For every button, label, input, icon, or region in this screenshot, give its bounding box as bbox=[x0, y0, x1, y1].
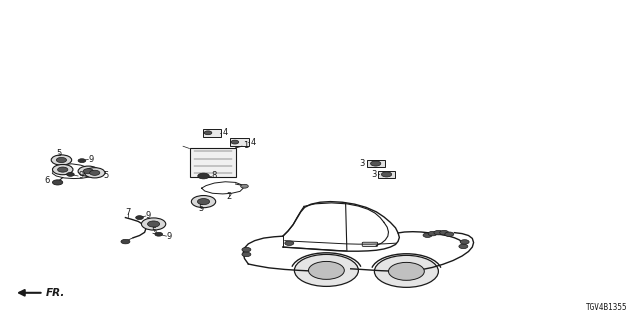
FancyBboxPatch shape bbox=[203, 129, 221, 137]
Circle shape bbox=[78, 159, 86, 163]
Text: 3: 3 bbox=[360, 159, 365, 168]
Circle shape bbox=[191, 196, 216, 208]
Circle shape bbox=[197, 198, 210, 205]
Text: 7: 7 bbox=[125, 208, 131, 217]
Circle shape bbox=[241, 184, 248, 188]
Circle shape bbox=[58, 167, 68, 172]
Text: 2: 2 bbox=[227, 192, 232, 201]
Text: 9: 9 bbox=[88, 155, 93, 164]
Text: 5: 5 bbox=[151, 227, 156, 236]
Text: 4: 4 bbox=[223, 128, 228, 137]
Text: 6: 6 bbox=[44, 176, 49, 185]
Circle shape bbox=[67, 172, 74, 176]
FancyBboxPatch shape bbox=[190, 148, 236, 177]
Circle shape bbox=[155, 232, 163, 236]
Circle shape bbox=[388, 262, 424, 280]
Text: 9: 9 bbox=[78, 172, 83, 180]
Circle shape bbox=[147, 221, 160, 227]
Circle shape bbox=[204, 131, 212, 135]
Text: TGV4B1355: TGV4B1355 bbox=[586, 303, 627, 312]
FancyBboxPatch shape bbox=[230, 138, 249, 146]
Circle shape bbox=[381, 172, 392, 177]
Circle shape bbox=[242, 252, 251, 257]
Text: 5: 5 bbox=[104, 171, 109, 180]
Circle shape bbox=[428, 231, 437, 236]
Circle shape bbox=[242, 247, 251, 252]
Circle shape bbox=[90, 170, 100, 175]
Circle shape bbox=[198, 173, 209, 179]
FancyBboxPatch shape bbox=[367, 160, 385, 167]
Circle shape bbox=[294, 254, 358, 286]
Circle shape bbox=[374, 255, 438, 287]
Circle shape bbox=[84, 168, 105, 178]
Circle shape bbox=[371, 161, 381, 166]
Circle shape bbox=[52, 180, 63, 185]
Circle shape bbox=[56, 157, 67, 163]
Circle shape bbox=[440, 230, 449, 235]
Circle shape bbox=[121, 239, 130, 244]
Circle shape bbox=[460, 240, 469, 244]
Circle shape bbox=[231, 140, 239, 144]
Circle shape bbox=[51, 155, 72, 165]
FancyBboxPatch shape bbox=[362, 242, 378, 246]
Circle shape bbox=[459, 244, 468, 249]
Circle shape bbox=[445, 232, 454, 236]
Text: 3: 3 bbox=[371, 170, 376, 179]
Circle shape bbox=[434, 230, 443, 235]
Circle shape bbox=[136, 216, 143, 220]
Circle shape bbox=[141, 218, 166, 230]
Circle shape bbox=[83, 169, 93, 174]
Text: 9: 9 bbox=[146, 212, 151, 220]
Text: 1: 1 bbox=[243, 141, 248, 150]
FancyBboxPatch shape bbox=[378, 171, 395, 178]
Text: 4: 4 bbox=[251, 138, 256, 147]
Text: 8: 8 bbox=[211, 172, 216, 180]
Circle shape bbox=[423, 233, 432, 237]
Text: 9: 9 bbox=[166, 232, 172, 241]
Circle shape bbox=[285, 241, 294, 245]
Circle shape bbox=[52, 164, 73, 175]
Text: 5: 5 bbox=[56, 149, 61, 158]
Circle shape bbox=[78, 166, 99, 176]
Text: FR.: FR. bbox=[46, 288, 65, 298]
Circle shape bbox=[308, 261, 344, 279]
Text: 5: 5 bbox=[198, 204, 204, 213]
